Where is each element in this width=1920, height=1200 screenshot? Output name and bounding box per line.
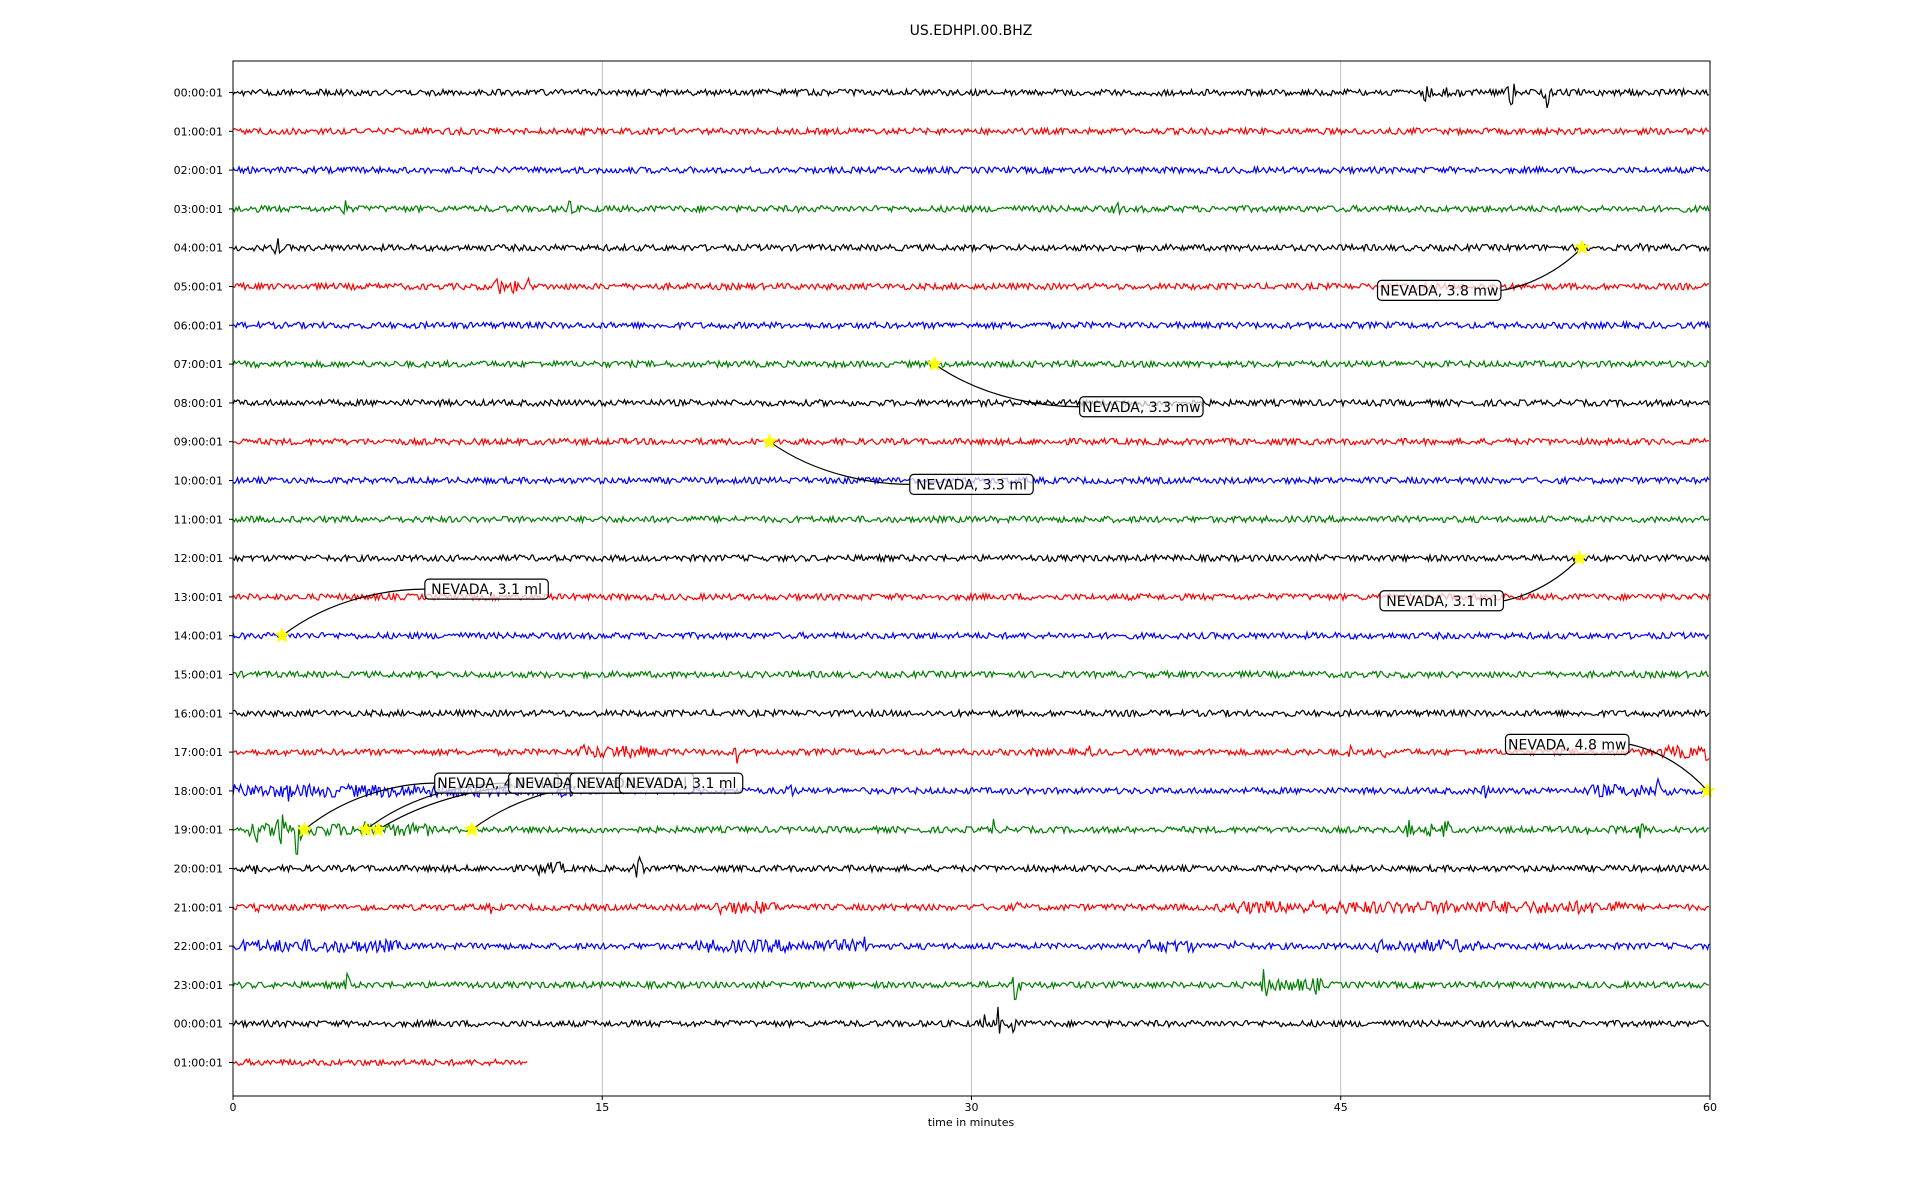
- trace-row: [232, 83, 1710, 109]
- trace-layer: [232, 83, 1710, 1068]
- y-tick-label: 15:00:01: [174, 669, 223, 682]
- trace-row: [232, 1057, 528, 1068]
- trace-row: [232, 200, 1710, 216]
- event-pointer: [769, 441, 910, 485]
- y-tick-label: 04:00:01: [174, 242, 223, 255]
- event-label-box: [424, 578, 549, 600]
- x-tick-label: 15: [595, 1101, 609, 1114]
- trace-row: [232, 855, 1710, 878]
- trace-row: [232, 397, 1710, 409]
- event-label-text: NEVADA, 4.8 mw: [1508, 737, 1626, 753]
- trace-row: [232, 898, 1710, 917]
- y-tick-label: 17:00:01: [174, 746, 223, 759]
- event-label: NEVADA, 3.1 ml: [424, 578, 549, 600]
- event-pointer: [304, 782, 435, 831]
- x-axis-label: time in minutes: [928, 1116, 1015, 1129]
- y-tick-label: 01:00:01: [174, 125, 223, 138]
- event-star-marker: [761, 433, 778, 449]
- trace-row: [232, 125, 1709, 137]
- trace-row: [232, 1006, 1710, 1035]
- event-label-box: [909, 473, 1034, 495]
- event-star-marker: [1573, 239, 1591, 255]
- event-label-box: [1504, 733, 1630, 755]
- y-tick-label: 10:00:01: [174, 475, 223, 488]
- trace-row: [232, 669, 1710, 681]
- event-pointer: [1628, 743, 1708, 792]
- event-star-marker: [463, 821, 481, 837]
- y-tick-label: 02:00:01: [174, 164, 223, 177]
- grid-lines: [601, 61, 1342, 1096]
- event-label: NEVADA, 3.8 mw: [1376, 279, 1502, 301]
- event-pointer: [281, 588, 425, 637]
- trace-row: [232, 936, 1710, 955]
- y-tick-label: 13:00:01: [174, 591, 223, 604]
- y-tick-label: 18:00:01: [174, 785, 223, 798]
- event-star-marker: [296, 821, 313, 837]
- event-annotations: NEVADA, 3.8 mw NEVADA, 3.3 mw NEVADA, 3.3 …: [273, 239, 1716, 837]
- trace-row: [232, 552, 1710, 564]
- y-tick-label: 12:00:01: [174, 552, 223, 565]
- y-tick-label: 21:00:01: [174, 901, 223, 914]
- event-star-marker: [1699, 782, 1716, 798]
- event-star-marker: [926, 355, 943, 372]
- event-label-text: NEVADA, 3.3 mw: [1082, 400, 1200, 416]
- event-pointer: [1500, 247, 1583, 291]
- y-tick-label: 06:00:01: [174, 319, 223, 332]
- trace-row: [232, 814, 1710, 856]
- y-tick-label: 03:00:01: [174, 203, 223, 216]
- trace-row: [232, 514, 1710, 525]
- x-tick-label: 45: [1334, 1101, 1348, 1114]
- y-tick-label: 00:00:01: [174, 1018, 223, 1031]
- y-tick-label: 09:00:01: [174, 436, 223, 449]
- event-label-text: NEVADA, 3.1 ml: [431, 582, 542, 598]
- y-tick-label: 14:00:01: [174, 630, 223, 643]
- trace-row: [232, 238, 1710, 256]
- x-axis-ticks: 0 15 30 45 60: [230, 1096, 1717, 1114]
- event-pointer: [934, 363, 1080, 408]
- event-star-marker: [369, 821, 387, 837]
- event-label: NEVADA, 3.1 ml: [1379, 590, 1504, 612]
- trace-row: [232, 776, 1710, 802]
- y-tick-label: 00:00:01: [174, 87, 223, 100]
- event-label-box: [618, 772, 744, 794]
- event-star-marker: [1571, 549, 1588, 566]
- y-tick-label: 11:00:01: [174, 513, 223, 526]
- event-star-marker: [273, 627, 291, 643]
- y-tick-label: 07:00:01: [174, 358, 223, 371]
- x-tick-label: 0: [230, 1101, 237, 1114]
- event-label-box: [1079, 396, 1204, 418]
- y-tick-label: 23:00:01: [174, 979, 223, 992]
- event-label-text: NEVADA, 3.3 ml: [916, 477, 1027, 493]
- y-tick-label: 19:00:01: [174, 824, 223, 837]
- event-label-box: [1379, 590, 1504, 612]
- trace-row: [232, 164, 1710, 176]
- y-tick-label: 01:00:01: [174, 1057, 223, 1070]
- y-tick-label: 16:00:01: [174, 707, 223, 720]
- trace-row: [232, 630, 1710, 641]
- x-tick-label: 30: [965, 1101, 979, 1114]
- y-tick-label: 08:00:01: [174, 397, 223, 410]
- event-label: NEVADA, 4.8 mw: [1504, 733, 1630, 755]
- event-label-text: NEVADA, 3.1 ml: [626, 776, 737, 792]
- event-label: NEVADA, 3.3 mw: [1079, 396, 1204, 418]
- trace-row: [232, 707, 1710, 719]
- chart-title: US.EDHPI.00.BHZ: [910, 23, 1033, 39]
- event-label: NEVADA, 3.3 ml: [909, 473, 1034, 495]
- trace-row: [232, 319, 1710, 331]
- trace-row: [232, 969, 1710, 1001]
- y-axis-ticks: 00:00:01 01:00:01 02:00:01 03:00:01 04:00:01…: [174, 87, 233, 1070]
- trace-row: [232, 743, 1710, 764]
- event-label-text: NEVADA, 3.1 ml: [1386, 594, 1497, 610]
- y-tick-label: 22:00:01: [174, 940, 223, 953]
- y-tick-label: 20:00:01: [174, 863, 223, 876]
- trace-row: [232, 358, 1710, 370]
- event-label-text: NEVADA, 3.8 mw: [1380, 283, 1498, 299]
- trace-row: [232, 436, 1710, 448]
- event-pointer: [1503, 557, 1580, 602]
- x-tick-label: 60: [1703, 1101, 1717, 1114]
- event-label-box: [1376, 279, 1502, 301]
- event-label: NEVADA, 3.1 ml: [618, 772, 744, 794]
- y-tick-label: 05:00:01: [174, 281, 223, 294]
